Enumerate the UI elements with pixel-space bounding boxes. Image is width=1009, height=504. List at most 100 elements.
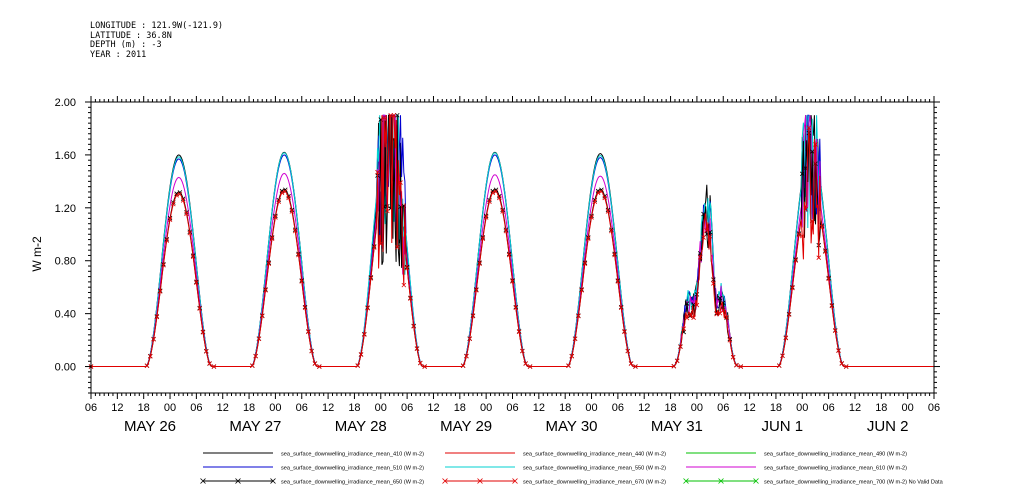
series-670-marker: [253, 353, 258, 359]
series-670-marker: [569, 353, 575, 359]
legend-label: sea_surface_downwelling_irradiance_mean_…: [764, 466, 907, 472]
series-670-marker: [516, 329, 522, 335]
series-670-marker: [711, 281, 716, 286]
legend-label: sea_surface_downwelling_irradiance_mean_…: [281, 452, 424, 458]
x-hour-tick-label: 00: [796, 402, 808, 414]
series-670-marker: [579, 288, 584, 293]
series-670-marker: [207, 361, 212, 366]
series-670-marker: [633, 364, 638, 369]
legend-marker: [200, 478, 206, 484]
series-650-marker: [701, 211, 706, 217]
series-670-marker: [273, 215, 278, 220]
series-670-marker: [200, 330, 206, 335]
series-650-marker: [809, 149, 815, 154]
x-day-label: MAY 27: [229, 418, 281, 435]
series-670-marker: [184, 211, 189, 217]
series-670-marker: [622, 329, 627, 335]
series-layer: [88, 112, 934, 369]
x-hour-tick-label: 00: [585, 402, 597, 414]
series-670-marker: [724, 314, 729, 320]
series-650-marker: [694, 292, 700, 297]
series-670-marker: [164, 238, 170, 243]
series-670-marker: [292, 228, 298, 234]
x-hour-tick-label: 06: [190, 402, 202, 414]
y-tick-label: 0.80: [55, 256, 76, 268]
series-670-marker: [414, 346, 420, 352]
x-hour-tick-label: 06: [823, 402, 835, 414]
series-670-marker: [171, 201, 176, 207]
series-670-marker: [510, 279, 515, 284]
series-670-marker: [411, 324, 416, 329]
series-670-marker: [358, 352, 364, 357]
series-670-marker: [422, 364, 427, 369]
series-670-marker: [388, 112, 393, 118]
legend-marker: [683, 478, 689, 484]
series-670-marker: [408, 296, 413, 301]
series-670-marker: [418, 360, 423, 366]
y-tick-label: 1.60: [55, 150, 76, 162]
series-670-marker: [398, 180, 403, 185]
series-670-marker: [470, 313, 476, 319]
year-label: YEAR : 2011: [90, 49, 147, 60]
x-hour-tick-label: 18: [770, 402, 782, 414]
series-670-marker: [839, 361, 845, 366]
x-hour-tick-label: 06: [401, 402, 413, 414]
series-670-marker: [694, 302, 700, 308]
legend-label: sea_surface_downwelling_irradiance_mean_…: [281, 466, 424, 472]
series-670-marker: [566, 363, 571, 368]
series-670-marker: [460, 363, 466, 368]
y-tick-label: 1.20: [55, 203, 76, 215]
series-670-marker: [306, 329, 311, 335]
series-670-marker: [317, 364, 322, 369]
series-670-marker: [506, 252, 512, 258]
series-670-marker: [796, 232, 802, 238]
legend-label: sea_surface_downwelling_irradiance_mean_…: [523, 466, 666, 472]
series-670-marker: [190, 254, 196, 260]
series-670-marker: [595, 190, 601, 196]
series-670-marker: [362, 332, 367, 337]
series-670-marker: [211, 364, 217, 369]
series-670-marker: [803, 207, 808, 212]
legend-marker: [512, 478, 518, 484]
series-670-marker: [375, 169, 380, 175]
series-670-marker: [197, 306, 202, 311]
series-670-marker: [681, 326, 687, 331]
x-day-label: MAY 26: [124, 418, 176, 435]
series-670-marker: [734, 362, 739, 368]
series-670-marker: [401, 282, 407, 288]
x-hour-tick-label: 12: [849, 402, 861, 414]
series-670-marker: [250, 363, 255, 368]
series-670-marker: [678, 344, 683, 350]
series-670-marker: [819, 224, 825, 230]
series-670-marker: [628, 361, 634, 366]
x-hour-tick-label: 18: [138, 402, 150, 414]
y-axis-label: W m-2: [30, 236, 44, 272]
series-670-marker: [809, 218, 815, 224]
series-670-marker: [738, 364, 744, 369]
x-hour-tick-label: 12: [533, 402, 545, 414]
series-670-marker: [177, 191, 183, 197]
series-670-marker: [704, 228, 710, 233]
x-hour-tick-label: 06: [85, 402, 97, 414]
x-day-label: MAY 29: [440, 418, 492, 435]
series-670-marker: [582, 261, 588, 266]
series-670-marker: [161, 262, 166, 268]
series-670-marker: [806, 125, 812, 131]
legend-label: sea_surface_downwelling_irradiance_mean_…: [764, 480, 944, 486]
series-670-marker: [394, 245, 400, 250]
series-670-marker: [674, 358, 680, 364]
legend: sea_surface_downwelling_irradiance_mean_…: [200, 452, 944, 486]
x-hour-tick-label: 06: [928, 402, 940, 414]
x-hour-tick-label: 18: [664, 402, 676, 414]
series-670-marker: [843, 364, 849, 369]
series-670-marker: [487, 199, 492, 204]
series-670-marker: [279, 190, 285, 196]
legend-marker: [270, 478, 276, 484]
longitude-label: LONGITUDE : 121.9W(-121.9): [90, 21, 224, 31]
x-hour-tick-label: 06: [717, 402, 729, 414]
series-670-marker: [203, 349, 209, 354]
series-670-marker: [483, 215, 489, 220]
series-670-marker: [697, 254, 703, 260]
series-670-marker: [513, 305, 519, 311]
